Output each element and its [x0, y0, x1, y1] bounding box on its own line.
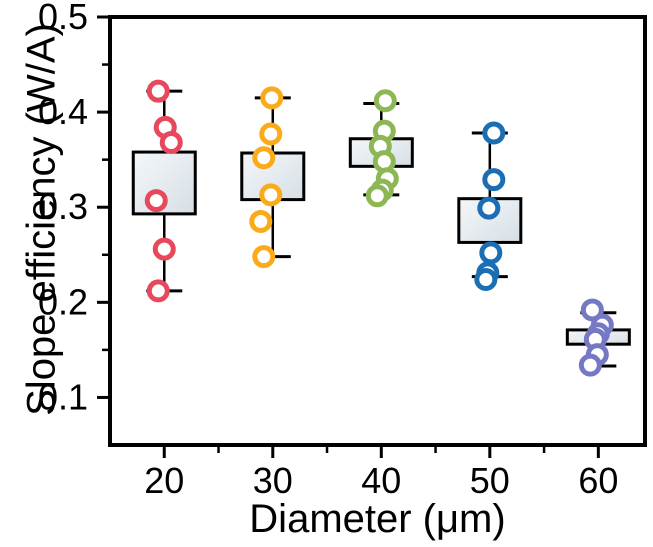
data-point-30: [259, 122, 283, 146]
data-point-20: [159, 131, 183, 155]
x-tick-label: 50: [470, 460, 510, 501]
data-point-20: [144, 189, 168, 213]
data-point-20: [146, 79, 170, 103]
y-tick-label: 0.2: [38, 281, 88, 322]
data-point-50: [482, 121, 506, 145]
data-point-20: [146, 279, 170, 303]
y-tick-label: 0.3: [38, 186, 88, 227]
data-point-30: [260, 86, 284, 110]
data-point-50: [474, 268, 498, 292]
y-tick-label: 0.1: [38, 376, 88, 417]
x-tick-label: 30: [253, 460, 293, 501]
y-tick-label: 0.4: [38, 91, 88, 132]
x-tick-label: 60: [578, 460, 618, 501]
data-point-30: [259, 183, 283, 207]
data-point-50: [482, 168, 506, 192]
y-tick-label: 0.5: [38, 0, 88, 37]
x-tick-label: 20: [144, 460, 184, 501]
data-point-40: [373, 89, 397, 113]
data-point-30: [252, 245, 276, 269]
y-axis-title: Slope efficiency (W/A): [19, 23, 64, 416]
x-tick-label: 40: [361, 460, 401, 501]
plot-frame: [108, 15, 647, 447]
data-point-50: [477, 196, 501, 220]
data-point-60: [580, 298, 604, 322]
data-point-20: [152, 237, 176, 261]
data-point-30: [249, 209, 273, 233]
data-point-50: [479, 241, 503, 265]
data-point-40: [365, 184, 389, 208]
data-point-60: [578, 353, 602, 377]
data-point-30: [252, 146, 276, 170]
x-axis-title: Diameter (μm): [249, 497, 506, 541]
